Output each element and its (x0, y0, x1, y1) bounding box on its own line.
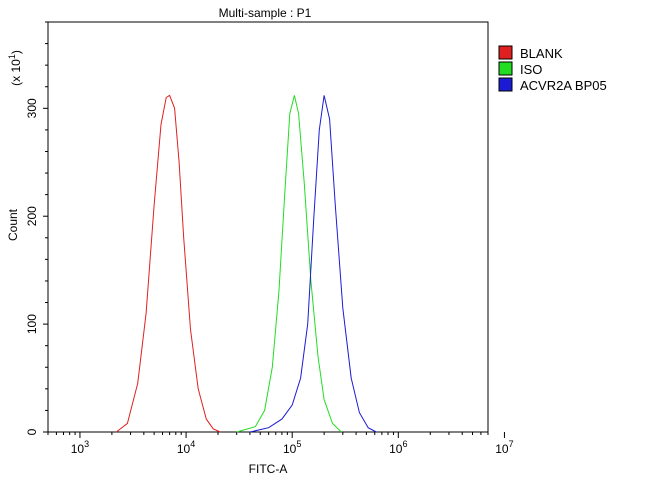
series-line-blank (115, 94, 221, 433)
series-line-iso (236, 95, 342, 433)
legend-label: BLANK (520, 46, 563, 61)
x-axis-title: FITC-A (249, 462, 288, 476)
y-axis-ticks: 0 100 200 300 (25, 21, 48, 435)
legend-swatch (498, 45, 513, 60)
chart-title: Multi-sample : P1 (219, 6, 312, 20)
y-tick-label: 300 (25, 98, 39, 118)
x-tick-label: 103 (71, 439, 89, 456)
series-layer (115, 94, 377, 433)
x-tick-label: 106 (389, 439, 407, 456)
legend-swatch (498, 77, 513, 92)
plot-frame (47, 21, 489, 433)
x-axis-ticks: 103 104 105 106 107 (47, 432, 514, 456)
y-tick-label: 0 (25, 428, 39, 435)
legend-swatch (498, 61, 513, 76)
legend-label: ACVR2A BP05 (520, 78, 607, 93)
x-tick-label: 105 (283, 439, 301, 456)
legend-label: ISO (520, 62, 542, 77)
y-axis-title: Count (6, 208, 20, 241)
x-tick-label: 104 (177, 439, 195, 456)
series-line-acvr2a-bp05 (249, 95, 377, 433)
y-axis-multiplier: (x 101) (7, 50, 23, 86)
y-tick-label: 100 (25, 314, 39, 334)
x-tick-label: 107 (495, 439, 513, 456)
y-tick-label: 200 (25, 206, 39, 226)
